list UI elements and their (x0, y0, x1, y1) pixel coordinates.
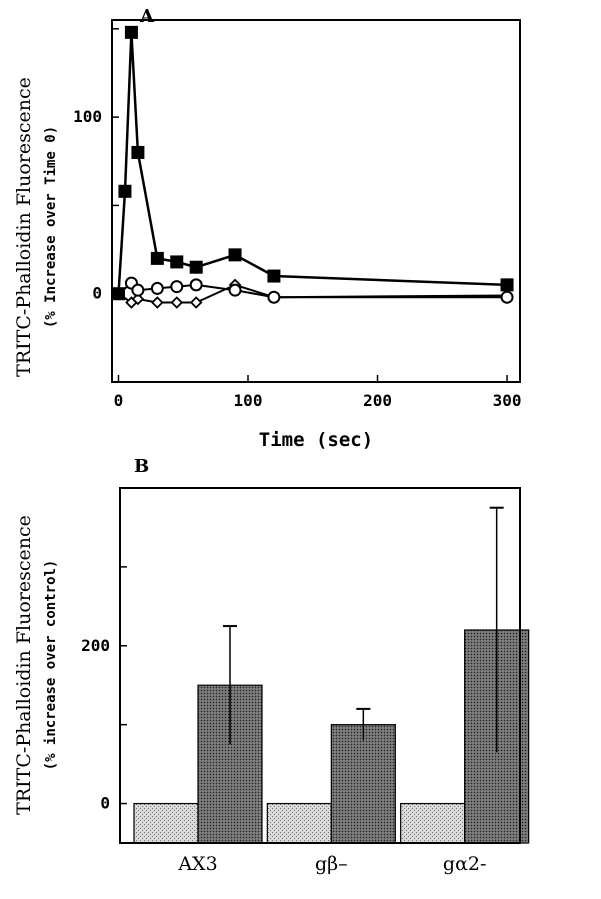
panel-a-point-square (150, 251, 164, 265)
panel-a-y-axis-sublabel: (% Increase over Time 0) (43, 126, 59, 328)
panel-a-markers (111, 25, 514, 309)
panel-a-label: A (139, 6, 155, 27)
panel-a-series-line-filled-square (117, 32, 508, 294)
panel-b-category-label: gα2- (443, 853, 487, 875)
panel-a-point-square (131, 145, 145, 159)
panel-b-y-tick-label: 200 (81, 636, 110, 655)
panel-b-error-bars (223, 506, 504, 753)
panel-b-y-axis-label: TRITC-Phalloidin Fluorescence (13, 515, 35, 815)
panel-a-point-square (228, 248, 242, 262)
panel-b-category-label: gβ– (315, 853, 348, 875)
panel-b-ticks: 0 200 (81, 566, 127, 813)
panel-a-y-axis-label: TRITC-Phalloidin Fluorescence (13, 77, 35, 377)
panel-a-point-circle (267, 290, 281, 304)
panel-a-point-square (170, 255, 184, 269)
panel-b-label: B (134, 456, 149, 477)
panel-a-y-tick-label: 100 (73, 107, 102, 126)
panel-a-y-tick-label: 0 (92, 284, 102, 303)
panel-b-bar-control (133, 802, 199, 844)
panel-b-bars (133, 629, 530, 844)
panel-a-point-circle (131, 283, 145, 297)
panel-a-point-diamond (189, 296, 203, 309)
panel-a: A 0 100 200 300 0 100 TRITC-Phalloidin Fluore… (13, 6, 522, 451)
panel-a-point-circle (228, 283, 242, 297)
panel-b-category-label: AX3 (177, 853, 217, 875)
panel-b-y-tick-label: 0 (100, 794, 110, 813)
panel-a-point-circle (170, 280, 184, 294)
panel-a-point-square (124, 25, 138, 39)
panel-a-point-square (118, 184, 132, 198)
panel-b-frame (119, 487, 521, 844)
panel-a-point-square (111, 287, 125, 301)
panel-a-point-circle (500, 290, 514, 304)
panel-a-point-square (189, 260, 203, 274)
panel-a-point-diamond (170, 296, 184, 309)
panel-a-x-tick-label: 300 (493, 391, 522, 410)
panel-a-point-square (500, 278, 514, 292)
panel-a-ticks: 0 100 200 300 0 100 (73, 28, 522, 410)
panel-b-category-labels: AX3 gβ– gα2- (177, 853, 486, 875)
panel-a-frame (111, 19, 521, 383)
panel-a-x-tick-label: 200 (363, 391, 392, 410)
panel-a-point-diamond (151, 296, 164, 309)
panel-b-y-axis-sublabel: (% increase over control) (43, 560, 59, 771)
panel-a-point-circle (150, 281, 164, 295)
panel-a-point-circle (189, 278, 203, 292)
panel-a-x-tick-label: 0 (114, 391, 124, 410)
panel-a-x-axis-label: Time (sec) (259, 429, 373, 451)
panel-a-point-diamond (131, 292, 145, 306)
panel-b: B 0 200 TRITC-Phalloidin Fluorescence (% … (13, 456, 530, 875)
panel-b-bar-control (266, 802, 332, 844)
panel-b-bar-stimulated (330, 724, 396, 844)
panel-b-bar-control (400, 802, 466, 844)
panel-a-point-square (267, 269, 281, 283)
panel-a-x-tick-label: 100 (234, 391, 263, 410)
